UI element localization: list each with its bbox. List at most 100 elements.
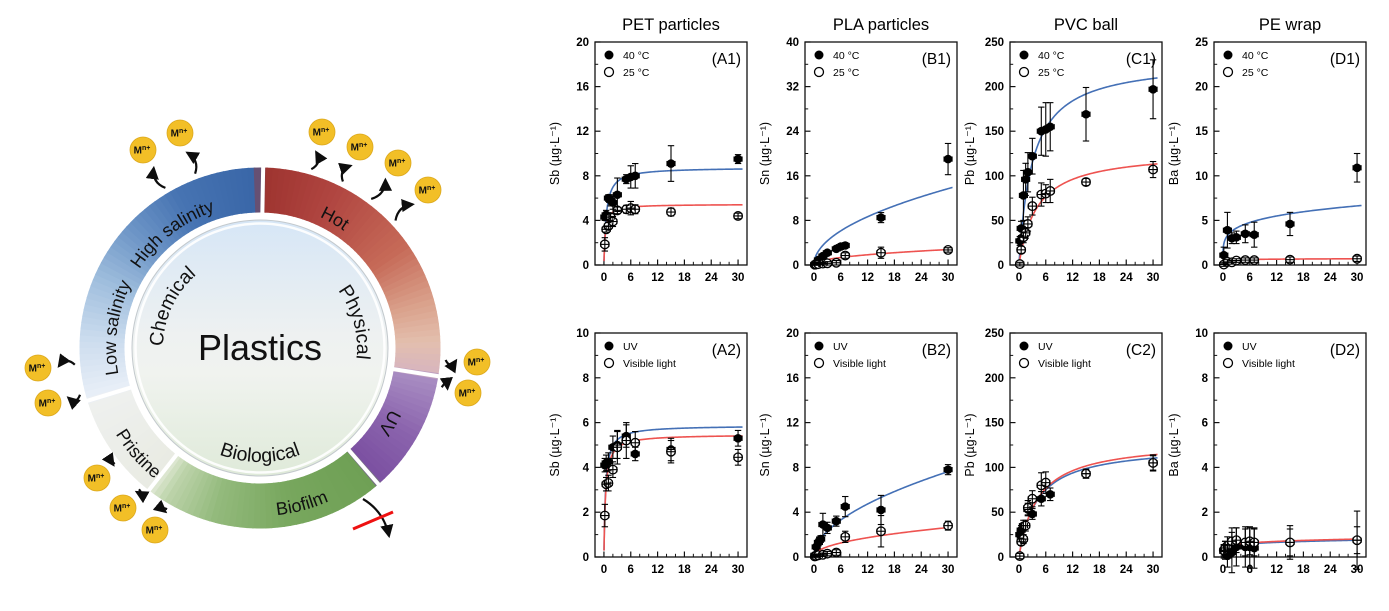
panel-label: (C1): [1126, 51, 1156, 68]
legend-label: 25 °C: [833, 67, 860, 79]
svg-text:4: 4: [583, 462, 590, 474]
error-bars: [600, 145, 743, 252]
svg-text:0: 0: [998, 260, 1004, 272]
axis-frame: [804, 41, 958, 266]
legend: UV Visible light: [603, 341, 676, 370]
svg-text:18: 18: [678, 564, 691, 576]
svg-text:200: 200: [985, 82, 1004, 94]
error-bars: [810, 464, 953, 560]
legend-label: UV: [1242, 341, 1257, 353]
legend-label: 25 °C: [1242, 67, 1269, 79]
chart-panel-C1: PVC ball 0 6 12 18 24 30 0 50 100 150 200 250 Pb (µg·…: [960, 0, 1172, 300]
chart-title: PVC ball: [1054, 16, 1118, 34]
error-bars: [810, 142, 953, 268]
legend: UV Visible light: [1018, 341, 1091, 370]
axes: 0 6 12 18 24 30 0 50 100 150 200 250: [985, 328, 1160, 576]
chart-svg-B2: 0 6 12 18 24 30 0 4 8 12 16 20 Sn (µg·L⁻¹) UV Visible …: [758, 328, 958, 576]
svg-text:5: 5: [1202, 215, 1209, 227]
svg-text:12: 12: [651, 564, 664, 576]
svg-text:0: 0: [811, 272, 817, 284]
panel-label: (B2): [922, 342, 951, 359]
axes: 0 6 12 18 24 30 0 8 16 24 32 40: [786, 37, 954, 284]
metal-ion: [384, 149, 412, 177]
svg-text:8: 8: [583, 171, 590, 183]
error-bars: [1219, 510, 1362, 574]
metal-ion-label: Mn+: [351, 142, 368, 154]
release-arrow: [338, 162, 353, 182]
svg-text:150: 150: [985, 126, 1004, 138]
metal-ion-label: Mn+: [114, 503, 131, 515]
svg-text:6: 6: [1247, 564, 1253, 576]
metal-ion: [454, 379, 482, 407]
svg-text:18: 18: [1093, 564, 1106, 576]
legend-label: Visible light: [623, 358, 676, 370]
axes: 0 6 12 18 24 30 0 5 10 15 20 25: [1195, 37, 1363, 284]
legend-label: 25 °C: [1038, 67, 1065, 79]
segment-gap: [145, 450, 181, 495]
legend-label: UV: [833, 341, 848, 353]
svg-text:6: 6: [1247, 272, 1253, 284]
svg-text:0: 0: [998, 552, 1004, 564]
svg-text:40: 40: [786, 37, 799, 49]
chart-panel-D2: 0 6 12 18 24 30 0 2 4 6 8 10 Ba (µg·L⁻¹) UV Visible li…: [1164, 306, 1376, 606]
chart-title: PET particles: [622, 16, 720, 34]
metal-ion: [166, 119, 194, 147]
svg-text:12: 12: [1270, 272, 1283, 284]
svg-text:4: 4: [583, 215, 590, 227]
segment-gap: [83, 384, 135, 404]
release-arrow: [66, 394, 82, 410]
svg-text:0: 0: [1220, 564, 1226, 576]
legend-label: 25 °C: [623, 67, 650, 79]
svg-text:0: 0: [601, 272, 607, 284]
metal-ion-label: Mn+: [88, 473, 105, 485]
svg-text:30: 30: [1147, 564, 1160, 576]
svg-text:20: 20: [786, 328, 799, 340]
fit-curves: [1018, 77, 1158, 265]
chart-panel-A1: PET particles 0 6 12 18 24 30 0 4 8 12 16 20 Sb (µg·L…: [545, 0, 757, 300]
release-arrow: [101, 452, 116, 467]
svg-text:18: 18: [888, 564, 901, 576]
chart-svg-C1: PVC ball 0 6 12 18 24 30 0 50 100 150 200 250 Pb (µg·…: [963, 16, 1163, 284]
metal-ion: [24, 354, 52, 382]
svg-text:24: 24: [705, 564, 718, 576]
svg-text:8: 8: [793, 462, 800, 474]
legend-label: UV: [1038, 341, 1053, 353]
panel-label: (D2): [1330, 342, 1360, 359]
svg-text:0: 0: [793, 260, 799, 272]
svg-text:6: 6: [838, 564, 844, 576]
svg-text:8: 8: [1202, 373, 1209, 385]
release-arrow: [394, 198, 415, 221]
svg-text:24: 24: [1120, 272, 1133, 284]
metal-ion: [308, 118, 336, 146]
fit-curve: [1222, 204, 1362, 252]
metal-ion: [34, 389, 62, 417]
metal-ion-label: Mn+: [29, 363, 46, 375]
axes: 0 6 12 18 24 30 0 50 100 150 200 250: [985, 37, 1160, 284]
svg-text:200: 200: [985, 373, 1004, 385]
legend: 40 °C 25 °C: [603, 50, 650, 79]
svg-text:30: 30: [942, 272, 955, 284]
svg-text:24: 24: [915, 564, 928, 576]
svg-text:10: 10: [576, 328, 589, 340]
y-axis-label: Pb (µg·L⁻¹): [963, 122, 977, 185]
fit-curve: [813, 186, 953, 264]
svg-text:100: 100: [985, 171, 1004, 183]
panel-label: (C2): [1126, 342, 1156, 359]
svg-text:30: 30: [1351, 564, 1364, 576]
svg-text:4: 4: [1202, 462, 1209, 474]
svg-text:0: 0: [811, 564, 817, 576]
release-arrow: [310, 150, 328, 171]
metal-ion-label: Mn+: [171, 128, 188, 140]
release-arrow: [152, 499, 168, 514]
metal-ion-label: Mn+: [468, 357, 485, 369]
segment-gap: [345, 446, 383, 489]
legend-label: Visible light: [1038, 358, 1091, 370]
svg-text:32: 32: [786, 82, 799, 94]
svg-text:8: 8: [793, 215, 800, 227]
center-label: Plastics: [198, 327, 322, 368]
y-axis-label: Sn (µg·L⁻¹): [758, 122, 772, 185]
legend: 40 °C 25 °C: [1018, 50, 1065, 79]
y-axis-label: Ba (µg·L⁻¹): [1167, 413, 1181, 476]
